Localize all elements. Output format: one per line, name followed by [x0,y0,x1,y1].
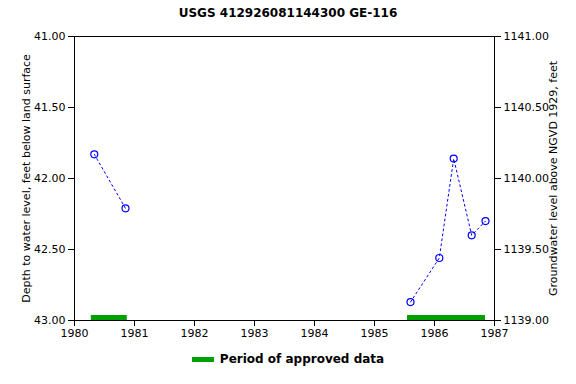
svg-text:1981: 1981 [121,327,149,340]
svg-text:42.50: 42.50 [34,243,66,256]
svg-text:1139.00: 1139.00 [504,314,550,327]
svg-text:1140.50: 1140.50 [504,101,550,114]
html-text:USGS 412926081144300 GE-116: USGS 412926081144300 GE-116 [178,6,398,20]
svg-text:1986: 1986 [421,327,449,340]
svg-text:1982: 1982 [181,327,209,340]
svg-text:Depth to water level, feet bel: Depth to water level, feet below land su… [20,54,33,303]
svg-text:41.00: 41.00 [34,30,66,43]
svg-text:1139.50: 1139.50 [504,243,550,256]
svg-text:1141.00: 1141.00 [504,30,550,43]
svg-text:Groundwater level above NGVD 1: Groundwater level above NGVD 1929, feet [547,60,560,296]
svg-text:41.50: 41.50 [34,101,66,114]
svg-text:1987: 1987 [481,327,509,340]
svg-text:1980: 1980 [61,327,89,340]
svg-text:1140.00: 1140.00 [504,172,550,185]
svg-text:1983: 1983 [241,327,269,340]
svg-text:43.00: 43.00 [34,314,66,327]
svg-text:1984: 1984 [301,327,329,340]
html-text:Period of approved data: Period of approved data [219,352,385,366]
svg-text:1985: 1985 [361,327,389,340]
svg-text:42.00: 42.00 [34,172,66,185]
